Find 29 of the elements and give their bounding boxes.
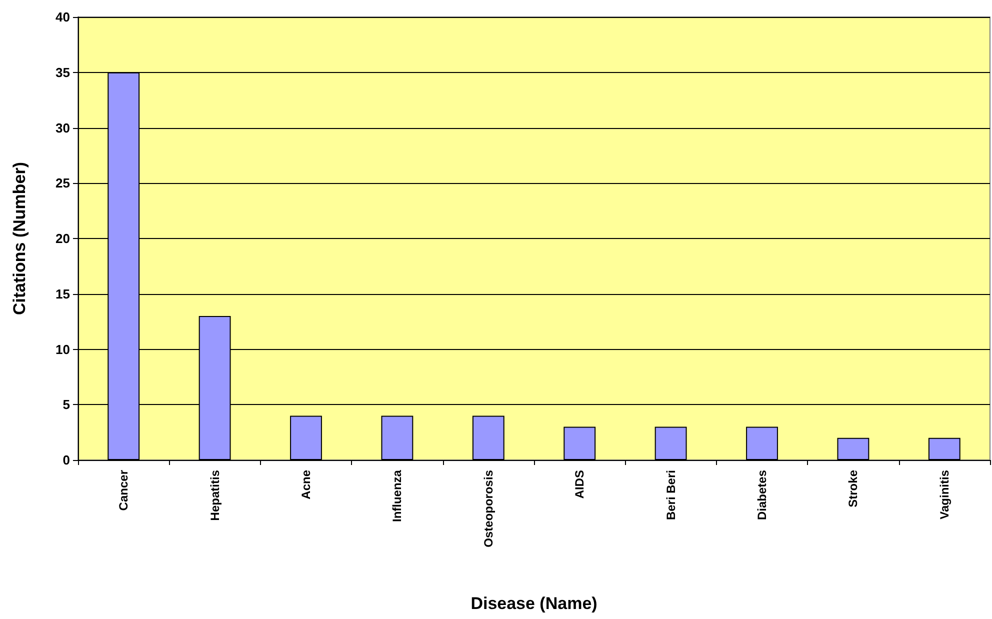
y-axis-title: Citations (Number) (10, 162, 29, 315)
y-tick-label: 10 (56, 342, 70, 357)
bar (928, 438, 960, 460)
y-tick-label: 20 (56, 231, 70, 246)
x-tick-label: Osteoporosis (481, 470, 496, 548)
bar (837, 438, 870, 460)
bar (472, 416, 504, 460)
x-tick-label: Vaginitis (937, 470, 952, 520)
bar (290, 416, 322, 460)
y-tick-label: 25 (56, 176, 70, 191)
x-tick-label: Beri Beri (664, 470, 678, 520)
x-tick-label: AIDS (572, 470, 587, 499)
y-tick-label: 40 (56, 10, 70, 24)
y-tick-label: 15 (56, 286, 70, 302)
y-tick-label: 35 (56, 64, 70, 80)
x-tick-label: Acne (299, 470, 313, 500)
bar (746, 426, 778, 460)
x-tick-label: Cancer (116, 470, 131, 511)
y-tick-label: 5 (62, 397, 70, 412)
x-tick-label: Diabetes (755, 470, 769, 520)
x-tick-label: Hepatitis (208, 470, 222, 521)
bar (381, 416, 414, 460)
y-tick-label: 30 (56, 120, 70, 136)
x-tick-label: Influenza (390, 470, 404, 522)
y-tick-label: 0 (62, 452, 70, 468)
x-axis-title: Disease (Name) (470, 594, 598, 613)
bar (564, 426, 596, 460)
x-tick-label: Stroke (846, 470, 860, 508)
bar (654, 426, 687, 460)
